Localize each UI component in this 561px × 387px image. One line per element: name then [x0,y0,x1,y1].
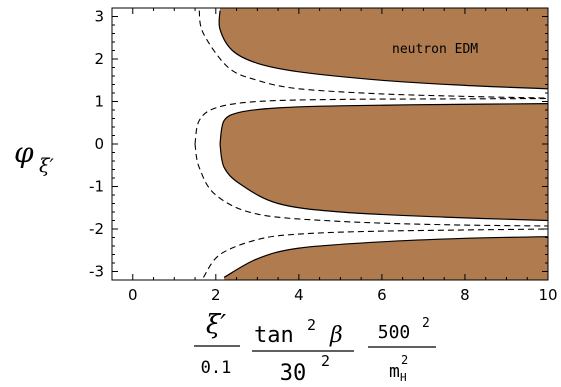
solid-curve-middle-upper [219,103,548,145]
solid-curve-top [218,10,548,90]
solid-curve-bottom [223,236,548,278]
dashed-curve-middle-lower [194,143,548,227]
x-tick-label: 8 [460,286,470,304]
y-axis: -3 -2 -1 0 1 2 3 [89,7,548,281]
y-tick-label: 3 [94,8,104,26]
x-label-tan: tan [254,323,294,348]
dashed-curve-top [198,10,548,99]
y-tick-label: -2 [89,220,104,238]
y-tick-label: 1 [94,93,104,111]
x-axis: 0 2 4 6 8 10 [128,8,558,304]
x-tick-label: 10 [538,286,557,304]
y-tick-label: 2 [94,50,104,68]
x-label-tan-denominator: 30 [280,361,307,386]
dashed-curve-middle-upper [194,97,548,145]
region-middle [220,103,548,221]
x-tick-label: 2 [211,286,221,304]
x-label-tan-denominator-exponent: 2 [321,352,330,370]
y-tick-label: -3 [89,263,104,281]
x-label-xi-denominator: 0.1 [201,358,232,378]
y-label-symbol: φ [14,136,34,169]
x-label-mass-numerator: 500 [378,322,411,343]
dashed-curve-bottom [202,228,548,278]
x-label-xi: ξ′ [206,310,226,340]
solid-curve-middle-lower [219,143,548,222]
x-label-mass-subscript-h: H [400,371,407,384]
annotation-neutron-edm: neutron EDM [392,42,478,57]
x-tick-label: 4 [294,286,304,304]
x-label-mass-exponent: 2 [401,353,408,367]
excluded-regions [219,8,548,280]
y-tick-label: -1 [89,178,104,196]
y-axis-label: φ ξ′ [14,136,54,177]
boundary-curves [194,10,548,278]
x-tick-label: 6 [377,286,387,304]
x-label-tan-exponent: 2 [307,316,316,334]
x-axis-label: ξ′ 0.1 tan 2 β 30 2 500 2 m H 2 [194,310,436,386]
y-label-subscript: ξ′ [39,155,54,177]
x-label-mass-numerator-exponent: 2 [422,316,430,331]
x-label-beta: β [329,323,343,348]
x-label-mass-m: m [389,361,400,382]
region-bottom [224,236,548,280]
y-tick-label: 0 [94,135,104,153]
x-tick-label: 0 [128,286,138,304]
region-top [219,8,548,89]
